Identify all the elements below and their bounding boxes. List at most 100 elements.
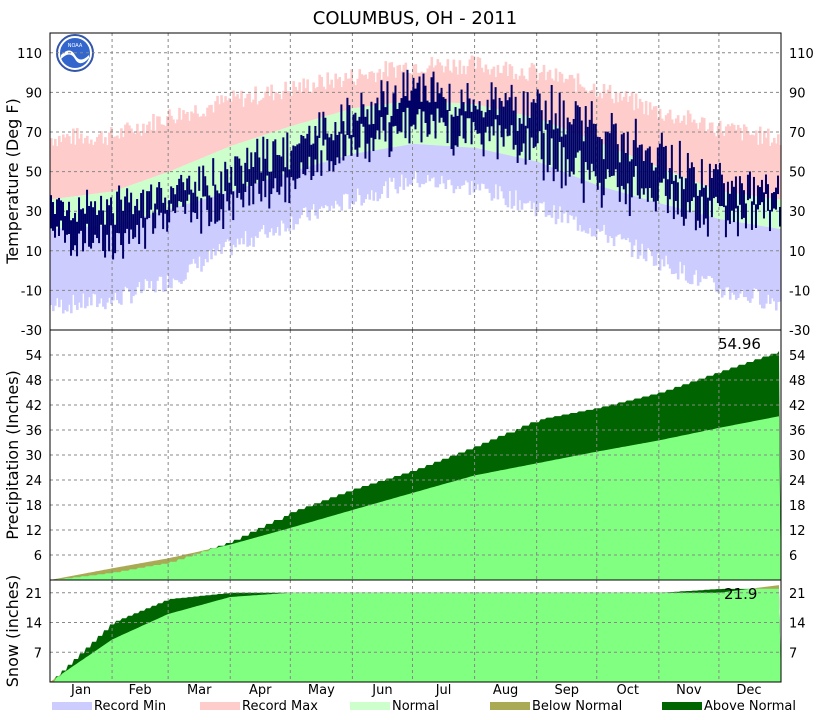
- record-min-bar: [312, 165, 315, 205]
- observed-temp-bar: [180, 174, 183, 202]
- observed-temp-bar: [240, 165, 243, 200]
- record-max-bar: [632, 110, 636, 157]
- observed-temp-bar: [468, 98, 471, 119]
- record-max-bar: [582, 87, 586, 137]
- record-max-bar: [54, 138, 57, 199]
- normal-bar: [54, 198, 57, 229]
- record-max-bar: [316, 87, 319, 119]
- record-min-bar: [436, 145, 440, 188]
- legend-label: Above Normal: [704, 699, 796, 714]
- record-max-bar: [734, 129, 738, 194]
- observed-temp-bar: [358, 116, 361, 148]
- observed-temp-bar: [548, 120, 551, 165]
- record-max-bar: [652, 106, 656, 166]
- temp-tick-right: -30: [789, 324, 810, 339]
- normal-bar: [72, 196, 75, 228]
- observed-temp-bar: [454, 107, 457, 146]
- record-max-bar: [92, 144, 95, 194]
- observed-temp-bar: [688, 168, 691, 213]
- observed-temp-bar: [222, 194, 225, 229]
- record-min-bar: [618, 191, 622, 235]
- record-max-bar: [314, 88, 317, 120]
- record-max-bar: [84, 137, 87, 195]
- observed-temp-bar: [706, 197, 709, 237]
- observed-temp-bar: [50, 195, 52, 229]
- record-min-bar: [480, 149, 484, 184]
- record-min-bar: [566, 173, 570, 224]
- observed-temp-bar: [388, 122, 391, 158]
- temp-tick-right: 70: [789, 126, 806, 141]
- record-max-bar: [360, 74, 364, 108]
- month-label-oct: Oct: [617, 683, 639, 698]
- observed-temp-bar: [290, 150, 293, 178]
- record-max-bar: [408, 72, 412, 101]
- record-min-bar: [292, 171, 295, 230]
- observed-temp-bar: [128, 202, 131, 244]
- record-max-bar: [600, 98, 604, 144]
- observed-temp-bar: [92, 207, 95, 243]
- observed-temp-bar: [214, 184, 217, 224]
- record-min-bar: [484, 150, 488, 189]
- observed-temp-bar: [494, 87, 497, 120]
- observed-temp-bar: [498, 97, 501, 126]
- record-max-bar: [694, 123, 698, 182]
- record-min-bar: [680, 209, 684, 274]
- record-max-bar: [258, 101, 261, 137]
- record-min-bar: [50, 229, 53, 306]
- record-min-bar: [736, 222, 740, 299]
- temp-tick-left: 30: [25, 205, 42, 220]
- record-min-bar: [620, 192, 624, 240]
- record-max-bar: [572, 78, 576, 133]
- record-max-bar: [52, 145, 55, 200]
- observed-temp-bar: [406, 69, 409, 108]
- record-min-bar: [448, 146, 452, 180]
- record-max-bar: [60, 141, 63, 199]
- record-min-bar: [574, 176, 578, 217]
- record-min-bar: [692, 212, 696, 275]
- observed-temp-bar: [82, 208, 85, 252]
- observed-temp-bar: [702, 187, 705, 225]
- observed-temp-bar: [426, 100, 429, 137]
- precip-tick-left: 6: [34, 549, 42, 564]
- record-min-bar: [728, 220, 732, 300]
- observed-temp-bar: [674, 175, 677, 201]
- record-max-bar: [186, 111, 189, 165]
- observed-temp-bar: [300, 134, 303, 163]
- record-min-bar: [408, 144, 412, 185]
- record-max-bar: [450, 72, 454, 103]
- observed-temp-bar: [648, 146, 651, 189]
- normal-bar: [526, 115, 530, 160]
- record-min-bar: [664, 204, 668, 256]
- month-label-aug: Aug: [493, 683, 518, 698]
- record-min-bar: [538, 162, 542, 203]
- observed-temp-bar: [254, 152, 257, 184]
- record-max-bar: [770, 142, 774, 199]
- observed-temp-bar: [280, 156, 283, 187]
- record-min-bar: [758, 225, 762, 305]
- record-min-bar: [350, 154, 354, 204]
- record-min-bar: [626, 194, 630, 238]
- record-max-bar: [322, 86, 325, 117]
- record-max-bar: [512, 79, 516, 113]
- record-min-bar: [580, 179, 584, 232]
- observed-temp-bar: [528, 117, 531, 160]
- record-min-bar: [706, 215, 710, 276]
- observed-temp-bar: [584, 106, 587, 163]
- record-min-bar: [606, 188, 610, 243]
- record-min-bar: [614, 190, 618, 237]
- observed-temp-bar: [304, 138, 307, 176]
- observed-temp-bar: [666, 179, 669, 214]
- month-label-feb: Feb: [129, 683, 152, 698]
- observed-temp-bar: [224, 161, 227, 192]
- record-max-bar: [666, 113, 670, 171]
- record-max-bar: [306, 79, 309, 122]
- record-min-bar: [470, 147, 474, 182]
- record-min-bar: [68, 227, 71, 305]
- record-max-bar: [746, 131, 750, 196]
- record-max-bar: [108, 132, 111, 192]
- record-min-bar: [396, 146, 400, 194]
- record-max-bar: [266, 86, 269, 134]
- observed-temp-bar: [678, 140, 681, 179]
- observed-temp-bar: [516, 130, 519, 163]
- observed-temp-bar: [534, 102, 537, 147]
